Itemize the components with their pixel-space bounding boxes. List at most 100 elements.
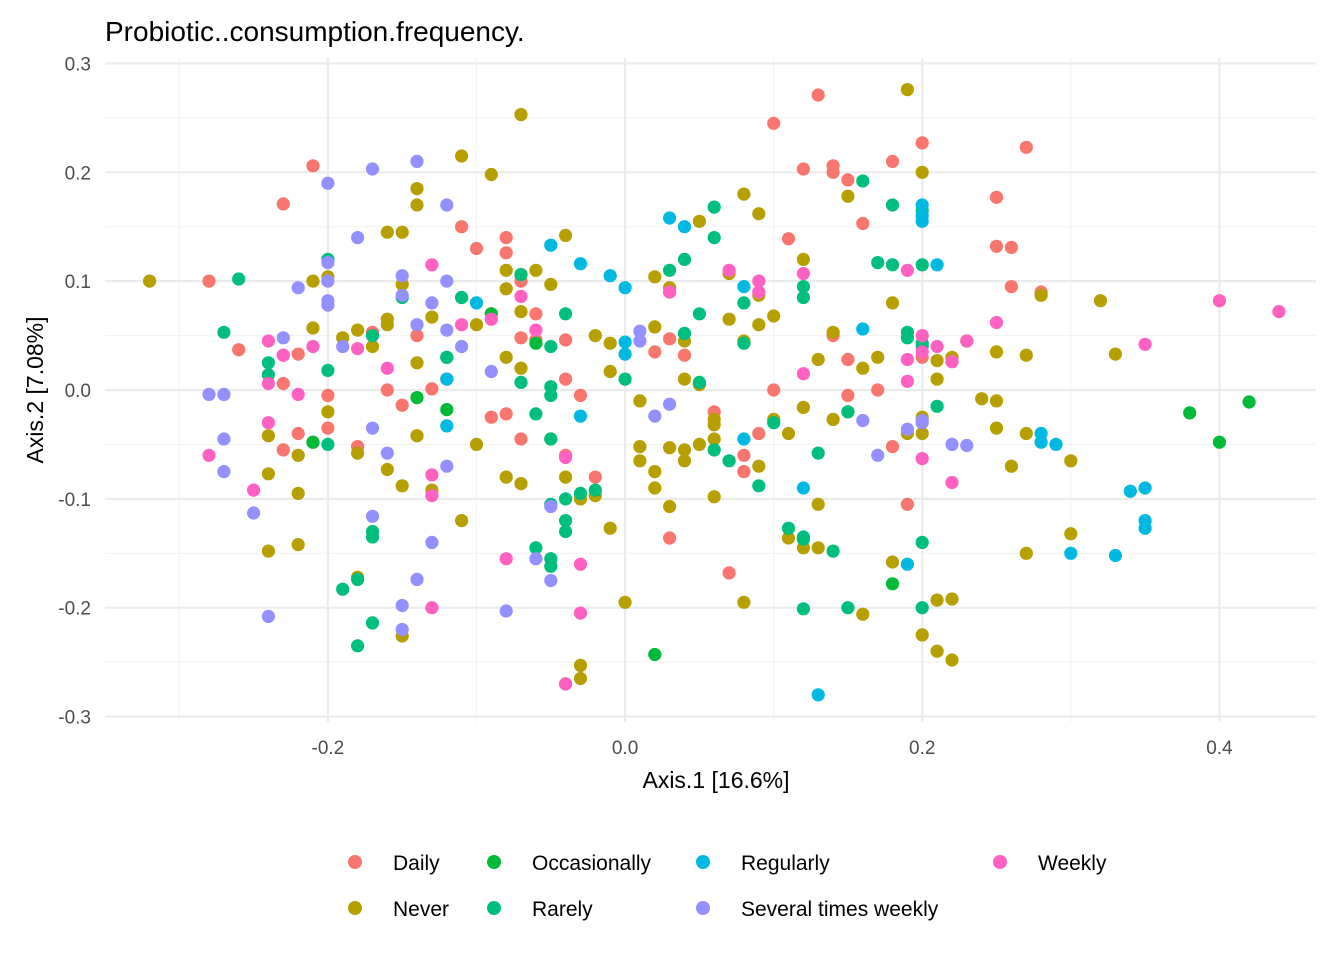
data-point	[573, 409, 588, 423]
data-point	[915, 628, 929, 642]
data-point	[440, 459, 454, 473]
y-tick-labels: -0.3 -0.2 -0.1 0.0 0.1 0.2 0.3	[58, 54, 91, 728]
data-point	[633, 454, 647, 468]
chart-title: Probiotic..consumption.frequency.	[105, 16, 525, 47]
data-point	[752, 318, 766, 332]
data-point	[1019, 546, 1033, 560]
data-point	[469, 241, 484, 256]
data-point	[737, 448, 751, 462]
legend-label: Never	[393, 898, 449, 921]
data-point	[960, 438, 974, 453]
data-point	[573, 671, 588, 686]
data-point	[291, 281, 305, 295]
data-point	[202, 448, 216, 462]
data-point	[484, 410, 498, 424]
data-point	[663, 211, 677, 225]
data-point	[514, 268, 528, 282]
legend-item: Occasionally	[487, 852, 652, 875]
data-point	[440, 198, 454, 212]
y-tick-label: 0.0	[65, 381, 91, 402]
data-point	[469, 318, 484, 332]
data-point	[737, 336, 751, 350]
data-point	[1093, 294, 1108, 308]
data-point	[796, 400, 811, 414]
data-point	[514, 432, 528, 446]
data-point	[217, 432, 231, 446]
data-point	[707, 412, 721, 426]
data-point	[603, 364, 617, 379]
data-point	[915, 452, 929, 466]
data-point	[796, 266, 811, 281]
data-point	[989, 421, 1004, 435]
data-point	[425, 489, 439, 503]
data-point	[841, 352, 855, 367]
data-point	[752, 274, 766, 288]
data-point	[737, 595, 751, 609]
data-point	[945, 355, 959, 369]
legend-item: Weekly	[993, 852, 1107, 875]
data-point	[1004, 459, 1019, 473]
data-point	[1138, 521, 1152, 535]
data-point	[261, 544, 275, 558]
data-point	[826, 165, 840, 179]
data-point	[514, 305, 528, 319]
data-point	[945, 475, 959, 490]
data-point	[573, 658, 588, 673]
data-point	[915, 209, 929, 223]
data-point	[321, 363, 335, 377]
data-point	[365, 329, 380, 343]
data-point	[856, 361, 870, 375]
data-point	[885, 154, 900, 168]
data-point	[796, 290, 811, 305]
data-point	[573, 557, 588, 571]
data-point	[261, 376, 275, 391]
data-point	[915, 601, 929, 615]
data-point	[677, 443, 692, 457]
data-point	[930, 644, 944, 658]
data-point	[559, 333, 573, 347]
data-point	[365, 509, 380, 523]
data-point	[648, 320, 662, 334]
legend-item: Rarely	[487, 898, 593, 921]
data-point	[425, 310, 439, 324]
data-point	[811, 352, 825, 367]
data-point	[395, 269, 409, 283]
data-point	[380, 312, 394, 326]
data-point	[915, 426, 929, 441]
data-point	[544, 432, 558, 446]
data-point	[989, 345, 1004, 359]
data-point	[826, 412, 840, 426]
data-point	[365, 530, 380, 544]
legend-item: Never	[348, 898, 449, 921]
data-point	[737, 187, 751, 201]
data-point	[885, 555, 900, 569]
data-point	[930, 339, 944, 354]
data-point	[633, 334, 647, 348]
data-point	[202, 274, 216, 288]
data-point	[351, 446, 365, 460]
data-point	[529, 263, 543, 277]
data-point	[930, 593, 944, 607]
data-point	[395, 622, 409, 637]
data-point	[915, 345, 929, 359]
data-point	[1108, 548, 1122, 563]
data-point	[469, 437, 484, 451]
data-point	[410, 391, 424, 405]
y-tick-label: 0.1	[65, 272, 91, 293]
data-point	[900, 331, 915, 345]
data-point	[1064, 527, 1078, 541]
data-point	[796, 252, 811, 266]
data-point	[781, 521, 796, 535]
data-point	[365, 421, 380, 435]
data-point	[544, 339, 558, 354]
data-point	[856, 413, 870, 428]
data-point	[291, 387, 305, 401]
data-point	[306, 159, 320, 173]
legend-label: Rarely	[532, 898, 593, 921]
data-point	[232, 272, 246, 286]
data-point	[247, 483, 261, 497]
data-point	[677, 252, 692, 266]
data-point	[707, 231, 721, 245]
data-point	[321, 388, 335, 402]
data-point	[663, 499, 677, 514]
